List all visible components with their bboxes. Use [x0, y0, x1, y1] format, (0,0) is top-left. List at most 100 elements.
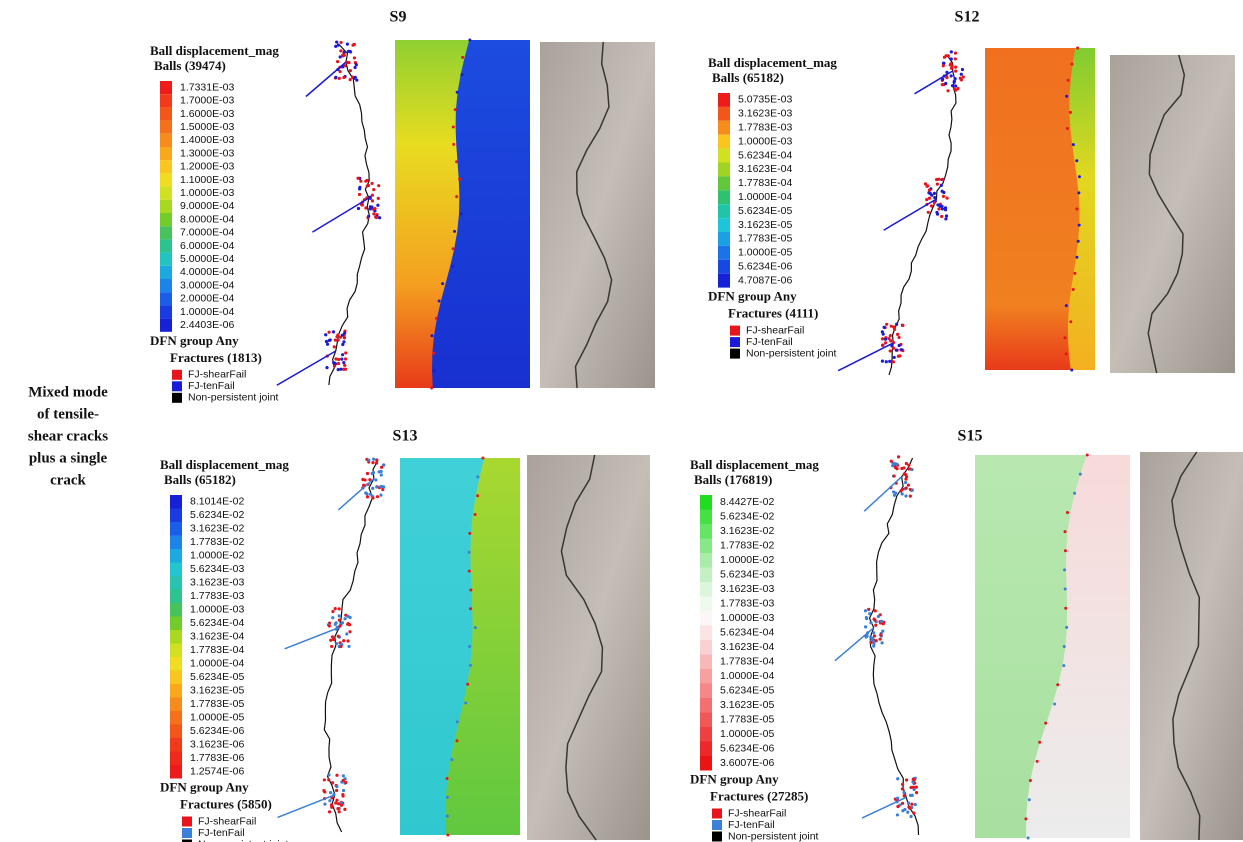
model-crack-particle [1086, 454, 1089, 457]
legend-swatch [718, 121, 730, 135]
crack-particle [889, 339, 892, 342]
crack-particle [927, 211, 930, 214]
legend-label: 9.0000E-04 [180, 200, 234, 212]
crack-particle [891, 464, 894, 467]
crack-particle [334, 338, 337, 341]
legend-label: 2.0000E-04 [180, 293, 234, 305]
legend-count: Balls (176819) [694, 472, 772, 487]
crack-particle [353, 56, 356, 59]
legend-label: 1.5000E-03 [180, 121, 234, 133]
crack-particle [379, 485, 382, 488]
model-crack-particle [1075, 256, 1078, 259]
crack-particle [881, 360, 884, 363]
crack-particle [330, 645, 333, 648]
legend-swatch [160, 134, 172, 147]
specimen-photo [1110, 55, 1235, 373]
legend-swatch [160, 94, 172, 107]
model-crack-particle [1078, 224, 1081, 227]
crack-particle [335, 785, 338, 788]
crack-particle [911, 794, 914, 797]
crack-particle [881, 344, 884, 347]
model-crack-particle [446, 796, 449, 799]
legend-label: 1.0000E-04 [720, 670, 774, 682]
panel: S9Ball displacement_magBalls (39474)1.73… [150, 9, 655, 404]
crack-particle [337, 802, 340, 805]
legend-swatch [160, 213, 172, 226]
model-crack-particle [1056, 683, 1059, 686]
crack-particle [367, 184, 370, 187]
crack-particle [950, 74, 953, 77]
crack-particle [323, 778, 326, 781]
legend-label: 5.6234E-05 [190, 671, 244, 683]
panel: S15Ball displacement_magBalls (176819)8.… [690, 428, 1243, 842]
legend-label: 3.1623E-04 [720, 641, 774, 653]
legend-swatch [160, 121, 172, 134]
crack-particle [344, 357, 347, 360]
legend-label: 8.4427E-02 [720, 496, 774, 508]
crack-particle [896, 777, 899, 780]
crack-particle [869, 641, 872, 644]
legend-label: 3.0000E-04 [180, 279, 234, 291]
crack-particle [375, 458, 378, 461]
legend-count: Balls (65182) [712, 70, 784, 85]
crack-particle [944, 217, 947, 220]
side-label: Mixed mode [28, 384, 108, 400]
legend-label: 1.0000E-02 [190, 550, 244, 562]
crack-particle [954, 66, 957, 69]
crack-particle [341, 343, 344, 346]
crack-particle [897, 455, 900, 458]
model-crack-particle [430, 387, 433, 390]
crack-particle [944, 82, 947, 85]
fracture-swatch [172, 381, 182, 391]
crack-particle [337, 358, 340, 361]
model-crack-particle [1066, 127, 1069, 130]
crack-trace [870, 458, 919, 835]
crack-particle [950, 50, 953, 53]
crack-particle [327, 778, 330, 781]
crack-particle [339, 41, 342, 44]
legend-label: 5.6234E-05 [738, 205, 792, 217]
dfn-title: DFN group Any [150, 333, 239, 348]
fracture-swatch [172, 370, 182, 380]
model-crack-particle [1063, 336, 1066, 339]
legend-swatch [700, 640, 712, 655]
crack-particle [951, 84, 954, 87]
crack-particle [942, 191, 945, 194]
crack-particle [936, 213, 939, 216]
crack-particle [864, 609, 867, 612]
fracture-label: FJ-shearFail [728, 807, 786, 819]
legend-swatch [170, 522, 182, 536]
model-crack-particle [1053, 702, 1056, 705]
model-crack-particle [469, 607, 472, 610]
model-crack-particle [1063, 568, 1066, 571]
model-crack-particle [430, 334, 433, 337]
crack-particle [893, 494, 896, 497]
crack-particle [343, 50, 346, 53]
model-crack-particle [455, 160, 458, 163]
crack-branch [338, 479, 374, 510]
crack-particle [936, 203, 939, 206]
crack-particle [912, 786, 915, 789]
model-crack-particle [452, 247, 455, 250]
crack-particle [910, 468, 913, 471]
legend-swatch [700, 713, 712, 728]
legend-label: 1.1000E-03 [180, 174, 234, 186]
model-crack-particle [456, 91, 459, 94]
crack-particle [334, 357, 337, 360]
fracture-swatch [730, 326, 740, 336]
crack-particle [334, 607, 337, 610]
legend-label: 1.7000E-03 [180, 95, 234, 107]
crack-particle [337, 338, 340, 341]
legend-swatch [170, 738, 182, 752]
legend-label: 5.6234E-04 [720, 627, 774, 639]
crack-particle [895, 349, 898, 352]
crack-particle [937, 178, 940, 181]
crack-particle [356, 177, 359, 180]
crack-particle [371, 496, 374, 499]
crack-particle [346, 615, 349, 618]
model-crack-particle [435, 317, 438, 320]
crack-particle [933, 192, 936, 195]
crack-particle [376, 495, 379, 498]
crack-particle [337, 368, 340, 371]
legend-swatch [170, 536, 182, 550]
